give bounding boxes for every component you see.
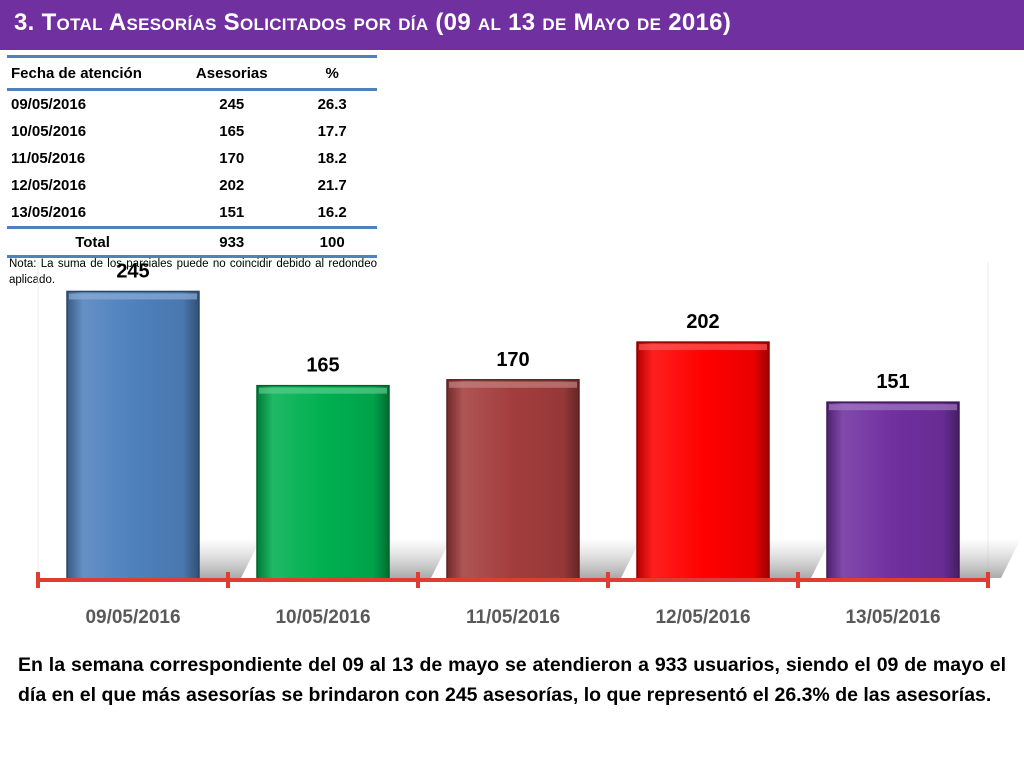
category-label: 10/05/2016: [275, 607, 370, 628]
category-label: 11/05/2016: [466, 607, 560, 628]
table-row: 09/05/2016 245 26.3: [7, 90, 377, 119]
cell-date: 12/05/2016: [11, 177, 87, 194]
data-label: 151: [876, 371, 909, 393]
data-label: 170: [496, 349, 529, 371]
cell-date: 13/05/2016: [11, 204, 87, 221]
data-label: 245: [116, 260, 149, 282]
data-label: 202: [686, 311, 719, 333]
page-title: 3. Total Asesorías Solicitados por día (…: [14, 9, 732, 36]
cell-count: 151: [219, 204, 245, 221]
cell-percent: 18.2: [317, 150, 347, 167]
table-row: 12/05/2016 202 21.7: [7, 172, 377, 199]
category-label: 13/05/2016: [845, 607, 940, 628]
table-row: 11/05/2016 170 18.2: [7, 145, 377, 172]
cell-count: 165: [219, 123, 245, 140]
table-total-row: Total 933 100: [7, 226, 377, 258]
table-note: Nota: La suma de los parciales puede no …: [9, 258, 377, 286]
table-row: 13/05/2016 151 16.2: [7, 199, 377, 228]
cell-date: 11/05/2016: [11, 150, 86, 167]
bar-09/05/2016: [66, 290, 200, 581]
table-header-row: Fecha de atención Asesorias %: [7, 55, 377, 91]
cell-percent: 17.7: [317, 123, 347, 140]
data-table: Fecha de atención Asesorias % 09/05/2016…: [7, 55, 377, 258]
bar-bevel: [69, 293, 197, 300]
bar-11/05/2016: [446, 379, 580, 581]
bar-bevel: [259, 387, 387, 394]
cell-percent: 26.3: [317, 96, 347, 113]
cell-count: 202: [219, 177, 245, 194]
column-header-percent: %: [287, 55, 377, 91]
bar-13/05/2016: [826, 401, 960, 581]
bar-10/05/2016: [256, 384, 390, 581]
category-label: 09/05/2016: [85, 607, 180, 628]
total-label: Total: [7, 226, 177, 258]
column-header-count: Asesorias: [176, 55, 288, 91]
cell-percent: 21.7: [317, 177, 347, 194]
cell-count: 170: [219, 150, 245, 167]
table-row: 10/05/2016 165 17.7: [7, 118, 377, 145]
cell-percent: 16.2: [317, 204, 347, 221]
bar-bevel: [449, 381, 577, 388]
total-percent: 100: [287, 226, 377, 258]
category-label: 12/05/2016: [655, 607, 750, 628]
cell-date: 09/05/2016: [11, 96, 87, 113]
bar-chart: 245 09/05/2016 165 10/05/2016 170 11/05/2016 2…: [36, 260, 1021, 628]
bar-bevel: [829, 404, 957, 411]
cell-date: 10/05/2016: [11, 123, 87, 140]
summary-text: En la semana correspondiente del 09 al 1…: [18, 654, 1006, 706]
bar-bevel: [639, 344, 767, 351]
data-label: 165: [306, 355, 339, 377]
cell-count: 245: [219, 96, 245, 113]
total-count: 933: [176, 226, 288, 258]
title-bar: 3. Total Asesorías Solicitados por día (…: [0, 0, 1024, 50]
column-header-date: Fecha de atención: [7, 55, 177, 91]
bar-12/05/2016: [636, 341, 770, 581]
